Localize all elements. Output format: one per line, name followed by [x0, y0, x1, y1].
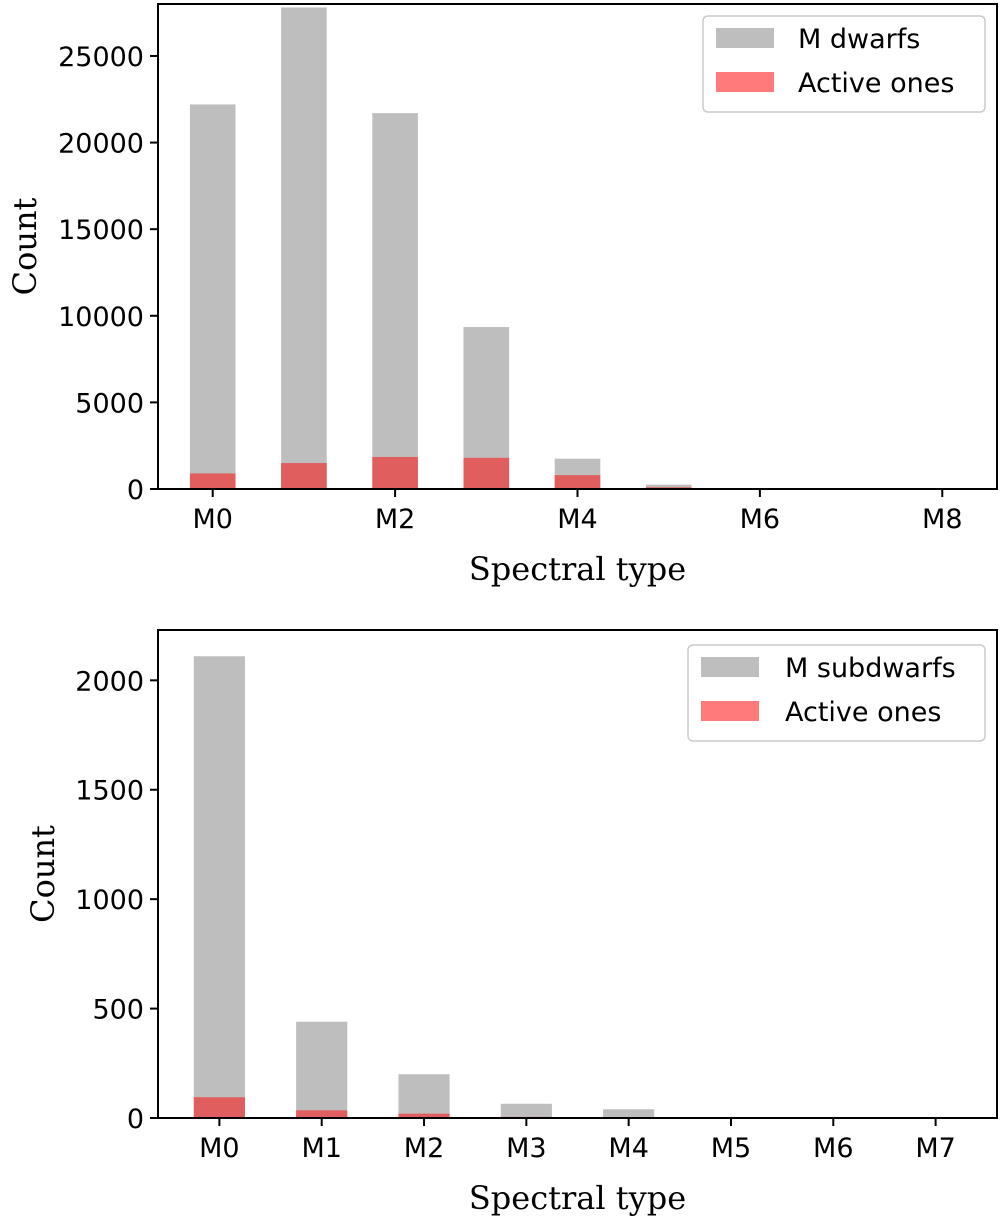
bar-all-M0 — [193, 656, 245, 1118]
x-tick-label: M4 — [557, 504, 597, 535]
bar-active-M4 — [554, 475, 601, 489]
bars-group — [189, 7, 692, 489]
bar-active-M1 — [296, 1110, 348, 1118]
legend: M dwarfs Active ones — [702, 15, 986, 113]
chart-panel-m-dwarfs: 0 5000 10000 15000 20000 25000 M0 M2 M4 M6 M8 Spe… — [6, 3, 998, 588]
x-axis-label: Spectral type — [469, 550, 686, 588]
bar-all-M3 — [500, 1103, 552, 1118]
x-tick-label: M5 — [711, 1133, 751, 1164]
y-axis-ticks: 0 500 1000 1500 2000 — [75, 666, 158, 1135]
y-tick-label: 5000 — [75, 388, 144, 419]
x-tick-label: M2 — [375, 504, 415, 535]
legend-swatch-active-ones — [701, 701, 759, 721]
bar-active-M1 — [281, 463, 327, 489]
chart-panel-m-subdwarfs: 0 500 1000 1500 2000 M0 M1 M2 M3 M4 M5 M6 M7 Spectr… — [24, 629, 998, 1217]
bar-all-M2 — [372, 113, 418, 489]
x-tick-label: M1 — [301, 1133, 341, 1164]
y-tick-label: 2000 — [75, 666, 144, 697]
bar-all-M2 — [398, 1074, 450, 1118]
x-tick-label: M3 — [506, 1133, 546, 1164]
y-axis-label: Count — [24, 825, 62, 923]
x-tick-label: M8 — [922, 504, 962, 535]
bar-active-M3 — [463, 457, 510, 489]
axes-frame — [157, 629, 998, 1119]
bar-all-M4 — [603, 1109, 655, 1118]
x-tick-label: M2 — [404, 1133, 444, 1164]
bar-active-M0 — [189, 473, 236, 489]
x-tick-label: M6 — [813, 1133, 853, 1164]
bar-all-M1 — [296, 1021, 348, 1118]
y-tick-label: 500 — [92, 995, 144, 1026]
legend-label-active-ones: Active ones — [798, 68, 954, 99]
bar-active-M2 — [398, 1113, 450, 1118]
legend-swatch-m-dwarfs — [716, 28, 774, 48]
y-tick-label: 25000 — [58, 42, 144, 73]
x-tick-label: M0 — [199, 1133, 239, 1164]
y-tick-label: 15000 — [58, 215, 144, 246]
legend-label-m-subdwarfs: M subdwarfs — [785, 653, 956, 684]
legend-label-m-dwarfs: M dwarfs — [798, 24, 920, 55]
y-axis-ticks: 0 5000 10000 15000 20000 25000 — [58, 42, 158, 506]
bar-active-M2 — [372, 456, 418, 489]
y-tick-label: 0 — [127, 475, 144, 506]
y-tick-label: 1000 — [75, 885, 144, 916]
bars-group — [193, 656, 655, 1118]
x-tick-label: M6 — [740, 504, 780, 535]
legend-box — [687, 644, 986, 742]
x-axis-label: Spectral type — [469, 1179, 686, 1217]
x-axis-ticks: M0 M2 M4 M6 M8 — [192, 489, 963, 535]
y-tick-label: 10000 — [58, 302, 144, 333]
y-tick-label: 0 — [127, 1104, 144, 1135]
legend-swatch-m-subdwarfs — [701, 657, 759, 677]
x-axis-ticks: M0 M1 M2 M3 M4 M5 M6 M7 — [199, 1118, 956, 1164]
y-tick-label: 20000 — [58, 129, 144, 160]
legend-swatch-active-ones — [716, 72, 774, 92]
x-tick-label: M7 — [915, 1133, 955, 1164]
legend: M subdwarfs Active ones — [687, 644, 986, 742]
bar-active-M0 — [193, 1097, 245, 1118]
legend-label-active-ones: Active ones — [785, 697, 941, 728]
y-tick-label: 1500 — [75, 776, 144, 807]
x-tick-label: M0 — [192, 504, 232, 535]
x-tick-label: M4 — [608, 1133, 648, 1164]
bar-all-M0 — [189, 104, 236, 489]
y-axis-label: Count — [6, 197, 44, 295]
bar-all-M1 — [281, 7, 327, 489]
bar-all-M5 — [645, 484, 692, 489]
